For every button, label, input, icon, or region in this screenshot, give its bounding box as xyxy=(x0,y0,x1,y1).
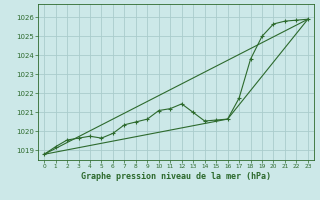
X-axis label: Graphe pression niveau de la mer (hPa): Graphe pression niveau de la mer (hPa) xyxy=(81,172,271,181)
